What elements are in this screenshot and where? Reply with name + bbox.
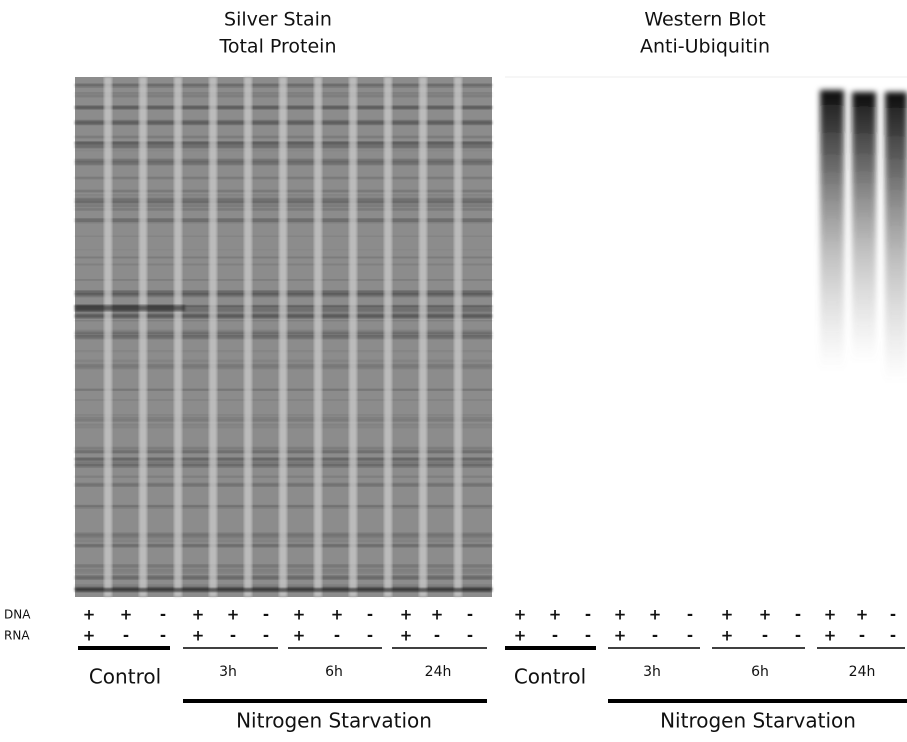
- dna-sign: -: [160, 606, 166, 624]
- dna-sign: +: [649, 606, 662, 624]
- dna-sign: -: [467, 606, 473, 624]
- group-label: 6h: [751, 664, 769, 680]
- rna-sign: -: [123, 627, 129, 645]
- rna-sign: -: [652, 627, 658, 645]
- group-label: 24h: [425, 664, 452, 680]
- rna-sign: -: [552, 627, 558, 645]
- dna-sign: -: [795, 606, 801, 624]
- group-label: Control: [514, 665, 586, 689]
- lane-gap: [209, 77, 217, 597]
- dna-sign: +: [856, 606, 869, 624]
- blot: [505, 77, 907, 597]
- starvation-label: Nitrogen Starvation: [660, 709, 856, 733]
- lane-gap: [314, 77, 322, 597]
- rna-sign: +: [83, 627, 96, 645]
- band: [75, 588, 492, 592]
- group-label: 3h: [643, 664, 661, 680]
- rna-sign: +: [192, 627, 205, 645]
- lane-gap: [384, 77, 392, 597]
- starvation-label: Nitrogen Starvation: [236, 709, 432, 733]
- gel-bands: [75, 77, 492, 597]
- rna-sign: -: [334, 627, 340, 645]
- dna-sign: +: [431, 606, 444, 624]
- rna-sign: +: [400, 627, 413, 645]
- lane-gap: [244, 77, 252, 597]
- rna-sign: -: [434, 627, 440, 645]
- dna-sign: +: [514, 606, 527, 624]
- rna-sign: -: [859, 627, 865, 645]
- dna-sign: +: [824, 606, 837, 624]
- dna-sign: -: [367, 606, 373, 624]
- labels: DNA RNA Silver Stain Total Protein + + - + + - + + -…: [4, 9, 907, 733]
- dna-sign: +: [331, 606, 344, 624]
- smear: [820, 90, 844, 370]
- rna-sign: -: [762, 627, 768, 645]
- panel-title: Western Blot: [644, 9, 765, 31]
- rna-sign: -: [367, 627, 373, 645]
- rna-sign: -: [230, 627, 236, 645]
- rna-sign: -: [585, 627, 591, 645]
- dna-sign: +: [293, 606, 306, 624]
- rna-sign: +: [824, 627, 837, 645]
- dna-sign: -: [687, 606, 693, 624]
- rna-sign: -: [160, 627, 166, 645]
- dna-sign: +: [120, 606, 133, 624]
- rna-sign: -: [467, 627, 473, 645]
- dna-sign: -: [585, 606, 591, 624]
- rna-sign: -: [263, 627, 269, 645]
- panel-title: Anti-Ubiquitin: [640, 36, 770, 58]
- panel-title: Silver Stain: [224, 9, 332, 31]
- lane-gap: [279, 77, 287, 597]
- blot-smears: [820, 90, 907, 382]
- group-label: Control: [89, 665, 161, 689]
- panel-title: Total Protein: [218, 36, 336, 58]
- dna-sign: +: [400, 606, 413, 624]
- dna-sign: +: [549, 606, 562, 624]
- rna-sign: -: [890, 627, 896, 645]
- rna-sign: -: [795, 627, 801, 645]
- group-label: 6h: [325, 664, 343, 680]
- dna-sign: +: [192, 606, 205, 624]
- rna-sign: +: [514, 627, 527, 645]
- lane-gap: [104, 77, 112, 597]
- group-label: 3h: [219, 664, 237, 680]
- rna-sign: +: [721, 627, 734, 645]
- smear: [885, 92, 907, 382]
- dna-sign: -: [263, 606, 269, 624]
- rna-sign: +: [293, 627, 306, 645]
- row-label: RNA: [4, 629, 30, 643]
- dna-sign: +: [83, 606, 96, 624]
- group-label: 24h: [849, 664, 876, 680]
- dna-sign: +: [614, 606, 627, 624]
- row-label: DNA: [4, 608, 31, 622]
- lane-gap: [174, 77, 182, 597]
- lane-gap: [419, 77, 427, 597]
- smear: [852, 92, 876, 362]
- rna-sign: +: [614, 627, 627, 645]
- dna-sign: -: [890, 606, 896, 624]
- lane-gap: [139, 77, 147, 597]
- band: [75, 305, 185, 311]
- dna-sign: +: [227, 606, 240, 624]
- dna-sign: +: [721, 606, 734, 624]
- dna-sign: +: [759, 606, 772, 624]
- lane-gap: [349, 77, 357, 597]
- rna-sign: -: [687, 627, 693, 645]
- lane-gap: [454, 77, 462, 597]
